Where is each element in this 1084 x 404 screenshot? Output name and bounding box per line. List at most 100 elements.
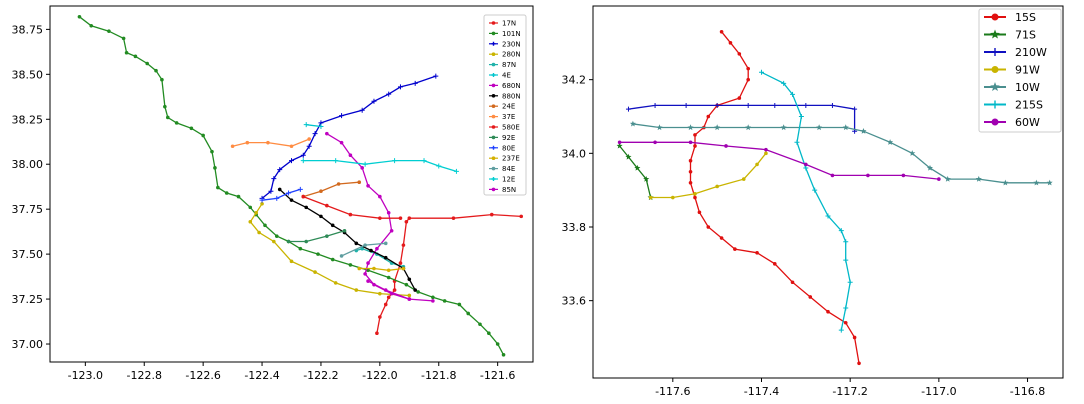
legend-label: 101N (502, 30, 521, 38)
data-point (843, 239, 849, 245)
data-point (887, 139, 894, 145)
y-tick-label: 37.25 (12, 293, 44, 306)
data-point (342, 228, 347, 233)
data-point (843, 257, 849, 263)
data-point (798, 113, 804, 119)
data-point (154, 68, 158, 73)
legend: 15S 71S 210W 91W 10W 215S 60W (978, 8, 1062, 133)
legend-label: 215S (1015, 99, 1043, 112)
data-point (339, 254, 344, 258)
data-point (257, 230, 261, 235)
legend-entry: 17N (489, 20, 516, 28)
legend-entry: 24E (489, 103, 515, 111)
data-point (359, 107, 365, 113)
data-point (758, 69, 764, 75)
data-point (781, 80, 787, 86)
data-point (386, 210, 391, 215)
data-point (325, 203, 329, 208)
data-point (392, 158, 398, 164)
data-point (616, 142, 623, 149)
x-tick-label: -122.0 (362, 369, 397, 382)
data-point (648, 195, 653, 200)
data-point (803, 165, 809, 171)
legend-entry: 84E (489, 165, 515, 173)
data-point (300, 158, 306, 164)
data-point (625, 153, 632, 160)
series-line (288, 230, 345, 243)
data-point (431, 295, 435, 300)
data-point (413, 288, 417, 292)
data-point (489, 212, 494, 217)
data-point (386, 295, 391, 300)
data-point (706, 114, 711, 119)
data-point (383, 241, 388, 246)
data-point (745, 102, 751, 108)
data-point (436, 163, 442, 169)
data-point (378, 194, 382, 199)
data-point (746, 77, 750, 82)
data-point (330, 257, 335, 262)
data-point (307, 137, 311, 141)
data-point (478, 322, 482, 327)
data-point (745, 124, 752, 131)
data-point (189, 126, 194, 131)
data-point (487, 331, 491, 336)
data-point (277, 167, 283, 173)
legend-entry: 210W (984, 46, 1047, 59)
series-line (689, 31, 860, 364)
series-84E (339, 241, 388, 258)
series-24E (301, 180, 362, 199)
x-tick-label: -122.4 (244, 369, 279, 382)
data-point (303, 122, 309, 128)
data-point (386, 275, 391, 280)
series-line (261, 188, 301, 201)
data-point (201, 133, 205, 138)
data-point (404, 282, 409, 287)
data-point (333, 281, 338, 285)
y-tick-label: 34.0 (562, 147, 587, 160)
series-210W (625, 102, 858, 134)
data-point (860, 128, 867, 134)
legend-marker (991, 100, 999, 109)
data-point (260, 201, 264, 206)
chart-1: -123.0 -122.8 -122.6 -122.4 -122.2 -122.0 -121… (12, 5, 534, 382)
data-point (133, 54, 138, 59)
data-point (363, 243, 367, 247)
data-point (366, 279, 370, 283)
legend-entry: 12E (489, 176, 515, 184)
series-line (261, 75, 437, 199)
legend-label: 91W (1015, 64, 1040, 77)
data-point (772, 102, 778, 108)
data-point (363, 272, 367, 276)
series-line (303, 159, 457, 173)
data-point (838, 327, 844, 333)
data-point (901, 173, 906, 178)
data-point (357, 180, 362, 185)
data-point (289, 158, 294, 164)
data-point (715, 184, 719, 189)
data-point (383, 302, 388, 307)
data-point (366, 261, 370, 265)
data-point (495, 342, 500, 346)
series-580E (301, 194, 403, 220)
data-point (653, 140, 657, 145)
legend-marker (991, 48, 999, 56)
data-point (688, 180, 693, 185)
legend-marker (491, 125, 496, 129)
data-point (210, 149, 214, 154)
data-point (724, 144, 728, 148)
data-point (398, 216, 403, 220)
data-point (407, 277, 412, 282)
data-point (245, 140, 250, 145)
legend-marker (991, 13, 999, 21)
data-point (333, 158, 339, 164)
legend-entry: 101N (489, 30, 521, 38)
legend-entry: 80E (489, 144, 515, 152)
data-point (339, 113, 345, 119)
data-point (656, 124, 663, 131)
data-point (416, 290, 420, 294)
data-point (274, 195, 280, 201)
legend-label: 24E (502, 103, 515, 111)
data-point (259, 197, 265, 203)
